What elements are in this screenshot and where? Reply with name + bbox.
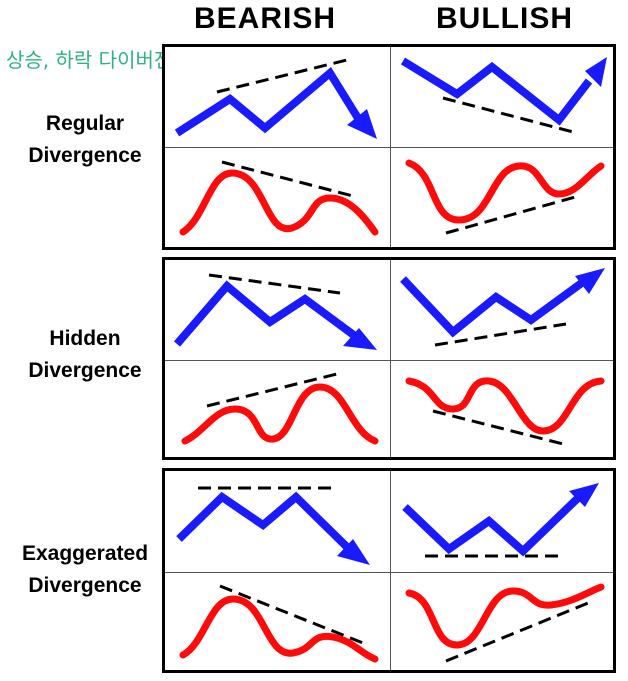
row-label-regular: Regular Divergence — [0, 108, 170, 172]
row-label-hidden: Hidden Divergence — [0, 323, 170, 387]
exaggerated-bearish-oscillator-chart — [165, 573, 390, 673]
regular-bearish-oscillator-chart — [165, 148, 390, 248]
oscillator-line — [405, 583, 605, 649]
oscillator-line — [179, 595, 379, 663]
price-line — [400, 276, 586, 338]
price-line — [174, 66, 365, 137]
arrow-head — [337, 539, 370, 565]
row-label-hidden-line1: Hidden — [49, 327, 121, 350]
row-label-hidden-line2: Divergence — [28, 359, 142, 382]
header-bullish: BULLISH — [436, 2, 573, 35]
price-line — [176, 491, 352, 552]
row-label-exaggerated: Exaggerated Divergence — [0, 538, 170, 602]
price-line — [400, 57, 593, 126]
row-label-exaggerated-line2: Divergence — [28, 574, 142, 597]
hidden-bullish-price-chart — [391, 260, 616, 360]
trend-line — [216, 57, 352, 94]
regular-bearish-price-chart — [165, 47, 390, 147]
trend-line — [445, 599, 594, 663]
regular-bullish-price-chart — [391, 47, 616, 147]
trend-line — [219, 584, 364, 645]
exaggerated-bullish-oscillator-chart — [391, 573, 616, 673]
arrow-head — [343, 328, 377, 350]
row-label-regular-line1: Regular — [45, 112, 125, 135]
arrow-head — [347, 109, 377, 139]
hidden-bullish-oscillator-chart — [391, 361, 616, 461]
oscillator-line — [179, 169, 379, 236]
regular-divergence-grid — [162, 44, 616, 250]
exaggerated-divergence-grid — [162, 468, 616, 673]
hidden-bearish-oscillator-chart — [165, 361, 390, 461]
hidden-divergence-grid — [162, 257, 616, 460]
oscillator-line — [405, 159, 605, 224]
row-label-exaggerated-line1: Exaggerated — [21, 542, 149, 565]
trend-line — [206, 371, 342, 408]
overlay-title: 상승, 하락 다이버전스 — [6, 48, 191, 72]
trend-line — [432, 409, 568, 447]
arrow-head — [585, 57, 607, 87]
row-label-regular-line2: Divergence — [28, 144, 142, 167]
exaggerated-bearish-price-chart — [165, 471, 390, 572]
trend-line — [221, 160, 354, 198]
oscillator-line — [181, 383, 379, 445]
regular-bullish-oscillator-chart — [391, 148, 616, 248]
trend-line — [445, 194, 580, 235]
price-line — [173, 280, 358, 347]
hidden-bearish-price-chart — [165, 260, 390, 360]
arrow-head — [569, 483, 599, 507]
trend-line — [434, 322, 567, 347]
exaggerated-bullish-price-chart — [391, 471, 616, 572]
price-line — [402, 494, 582, 557]
trend-line — [442, 96, 578, 135]
oscillator-line — [405, 377, 605, 435]
header-bearish: BEARISH — [194, 2, 337, 35]
trend-line — [208, 273, 341, 295]
arrow-head — [575, 268, 605, 294]
